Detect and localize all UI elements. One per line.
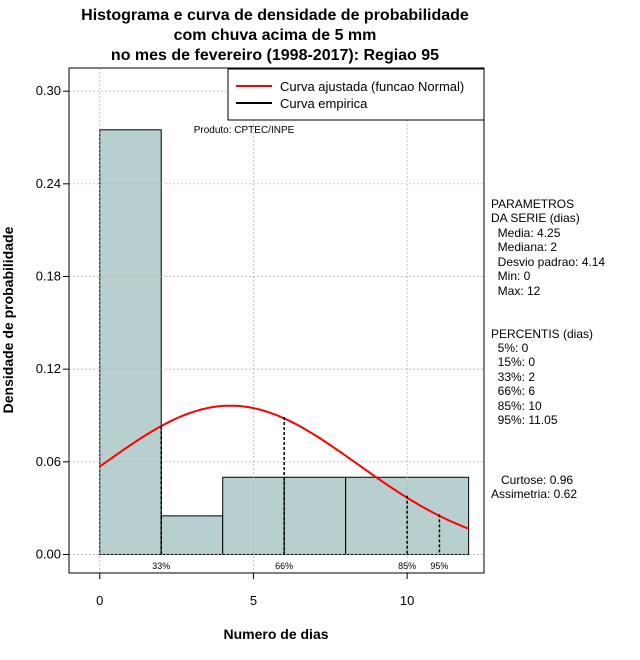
y-tick-label-2: 0.12 [36,361,61,376]
chart-title-line-1: Histograma e curva de densidade de proba… [81,7,469,24]
x-tick-label-0: 0 [96,593,103,608]
x-tick-label-2: 10 [400,593,414,608]
y-tick-label-5: 0.30 [36,83,61,98]
percentile-label-2: 85% [398,561,416,571]
y-tick-label-1: 0.06 [36,454,61,469]
x-axis-title: Numero de dias [223,626,328,642]
percentile-label-0: 33% [152,561,170,571]
series-parameters-title: PARAMETROS DA SERIE (dias) [491,197,580,226]
histogram-bar-3 [283,476,347,555]
histogram-bar-0 [99,129,162,555]
percentiles-title: PERCENTIS (dias) [491,327,594,341]
series-parameters-values: Media: 4.25 Mediana: 2 Desvio padrao: 4.… [497,226,606,298]
y-tick-label-3: 0.18 [36,268,61,283]
x-tick-label-1: 5 [250,593,257,608]
chart-title-line-2: com chuva acima de 5 mm [173,27,377,44]
legend-box [227,68,485,121]
y-axis-title: Densidade de probabilidade [0,226,16,413]
chart-title-line-3: no mes de fevereiro (1998-2017): Regiao … [110,47,440,64]
percentiles-values: 5%: 0 15%: 0 33%: 2 66%: 6 85%: 10 95%: … [497,341,558,428]
y-tick-label-0: 0.00 [36,546,61,561]
legend-label-normal: Curva ajustada (funcao Normal) [280,79,464,94]
y-tick-label-4: 0.24 [36,176,61,191]
percentile-label-3: 95% [430,561,448,571]
histogram-bar-1 [160,515,224,555]
shape-statistics: Curtose: 0.96 Assimetria: 0.62 [491,473,578,502]
product-credit: Produto: CPTEC/INPE [194,125,295,136]
percentile-label-1: 66% [275,561,293,571]
legend-label-empirical: Curva empirica [280,96,368,111]
